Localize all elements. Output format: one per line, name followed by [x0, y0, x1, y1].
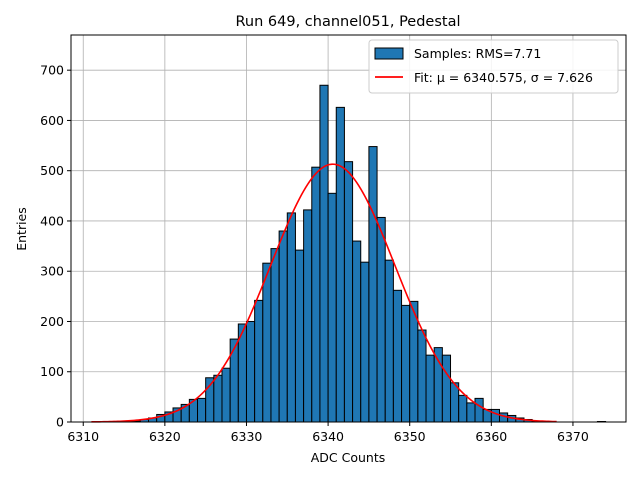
y-tick-label: 0 [56, 415, 64, 430]
histogram-bar [458, 394, 468, 423]
y-tick-label: 500 [40, 163, 64, 178]
histogram-bar [425, 354, 435, 423]
y-tick-label: 100 [40, 364, 64, 379]
histogram-bar [213, 374, 223, 423]
x-axis-label: ADC Counts [311, 450, 386, 465]
legend: Samples: RMS=7.71 Fit: μ = 6340.575, σ =… [368, 39, 619, 94]
histogram-bar [319, 84, 329, 423]
histogram-bar [392, 289, 403, 423]
histogram-bar [474, 397, 484, 423]
fit-curve [91, 163, 557, 423]
histogram-bar [368, 146, 378, 423]
x-tick-label: 6310 [67, 429, 99, 444]
histogram-bar [221, 367, 231, 423]
histogram-bar [352, 240, 362, 423]
histogram-bar [262, 262, 272, 423]
histogram-bar [343, 161, 354, 423]
histogram-bar [270, 248, 280, 423]
histogram-bar [294, 249, 305, 423]
legend-label-histogram: Samples: RMS=7.71 [414, 46, 541, 61]
histogram-bar [450, 382, 460, 423]
legend-swatch-histogram [374, 47, 404, 60]
axes-frame [70, 34, 627, 423]
y-tick-label: 600 [40, 113, 64, 128]
x-tick-label: 6360 [475, 429, 507, 444]
histogram-bar [278, 230, 288, 423]
y-tick-label: 200 [40, 314, 64, 329]
histogram-bar [286, 212, 296, 423]
histogram-bar [384, 259, 394, 423]
x-tick-label: 6370 [557, 429, 589, 444]
histogram-bar [197, 397, 207, 423]
histogram-bar [441, 354, 452, 423]
histogram-bar [311, 166, 321, 423]
histogram-bar [229, 338, 239, 423]
histogram-bar [254, 299, 264, 423]
legend-label-fit: Fit: μ = 6340.575, σ = 7.626 [414, 70, 593, 85]
histogram-bar [376, 216, 386, 423]
x-tick-label: 6330 [231, 429, 263, 444]
legend-box [368, 39, 619, 94]
y-tick-label: 300 [40, 264, 64, 279]
x-tick-label: 6350 [394, 429, 426, 444]
axis-ticks: 6310 6320 6330 6340 6350 6360 6370 0 100 200 300 40… [40, 63, 589, 444]
y-tick-label: 400 [40, 213, 64, 228]
x-tick-label: 6340 [312, 429, 344, 444]
histogram-bar [490, 408, 500, 423]
histogram-bar [433, 347, 443, 423]
x-tick-label: 6320 [149, 429, 181, 444]
y-tick-label: 700 [40, 63, 64, 78]
histogram-bar [401, 304, 411, 423]
y-axis-label: Entries [14, 207, 29, 251]
histogram-bar [360, 261, 370, 423]
chart-title: Run 649, channel051, Pedestal [235, 14, 460, 30]
histogram-bar [327, 192, 337, 423]
histogram-bar [245, 320, 256, 423]
fit-line [91, 163, 557, 423]
histogram-bar [303, 209, 313, 423]
histogram-bar [417, 329, 427, 423]
histogram-bar [335, 106, 345, 423]
histogram-bar [466, 402, 476, 423]
